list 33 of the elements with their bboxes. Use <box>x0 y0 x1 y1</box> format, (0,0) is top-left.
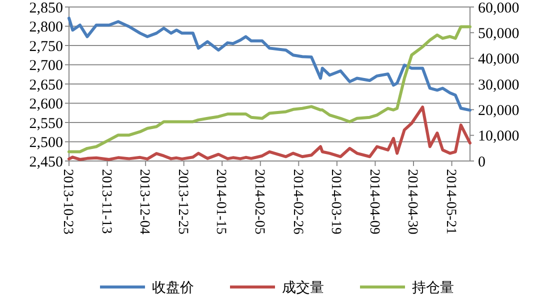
y2-tick-label: 20,000 <box>478 102 520 119</box>
y-tick-label: 2,500 <box>29 135 63 151</box>
legend-label: 成交量 <box>282 280 324 296</box>
x-tick-label: 2014-04-30 <box>404 169 420 234</box>
y-tick-label: 2,850 <box>29 0 63 16</box>
line-series <box>68 106 472 161</box>
y-tick-label: 2,800 <box>29 20 63 36</box>
y-tick-label: 2,450 <box>29 154 63 170</box>
y2-tick-label: 30,000 <box>478 77 520 94</box>
y2-tick-label: 40,000 <box>478 52 520 68</box>
y2-tick-label: 10,000 <box>478 128 520 145</box>
x-tick-label: 2014-03-19 <box>328 169 344 234</box>
x-tick-label: 2014-02-26 <box>290 169 305 234</box>
y-tick-label: 2,650 <box>29 77 63 94</box>
y-tick-label: 2,750 <box>29 38 63 55</box>
x-tick-label: 2014-01-15 <box>213 169 228 234</box>
line-series <box>68 16 472 112</box>
x-tick-label: 2014-02-05 <box>251 169 266 234</box>
legend-label: 收盘价 <box>152 280 194 296</box>
line-series <box>68 25 472 154</box>
legend-label: 持仓量 <box>412 280 454 296</box>
y2-tick-label: 50,000 <box>478 26 520 42</box>
x-tick-label: 2014-04-09 <box>366 169 382 234</box>
x-tick-label: 2014-05-21 <box>442 169 458 234</box>
y2-tick-label: 60,000 <box>478 0 520 16</box>
x-tick-label: 2013-12-04 <box>136 169 152 234</box>
x-tick-label: 2013-11-13 <box>98 169 114 234</box>
x-tick-label: 2013-12-25 <box>174 169 190 234</box>
x-tick-label: 2013-10-23 <box>60 169 76 234</box>
y-tick-label: 2,550 <box>29 116 63 132</box>
y-tick-label: 2,600 <box>29 96 63 112</box>
y2-tick-label: 0 <box>478 154 486 170</box>
y-tick-label: 2,700 <box>29 58 63 74</box>
